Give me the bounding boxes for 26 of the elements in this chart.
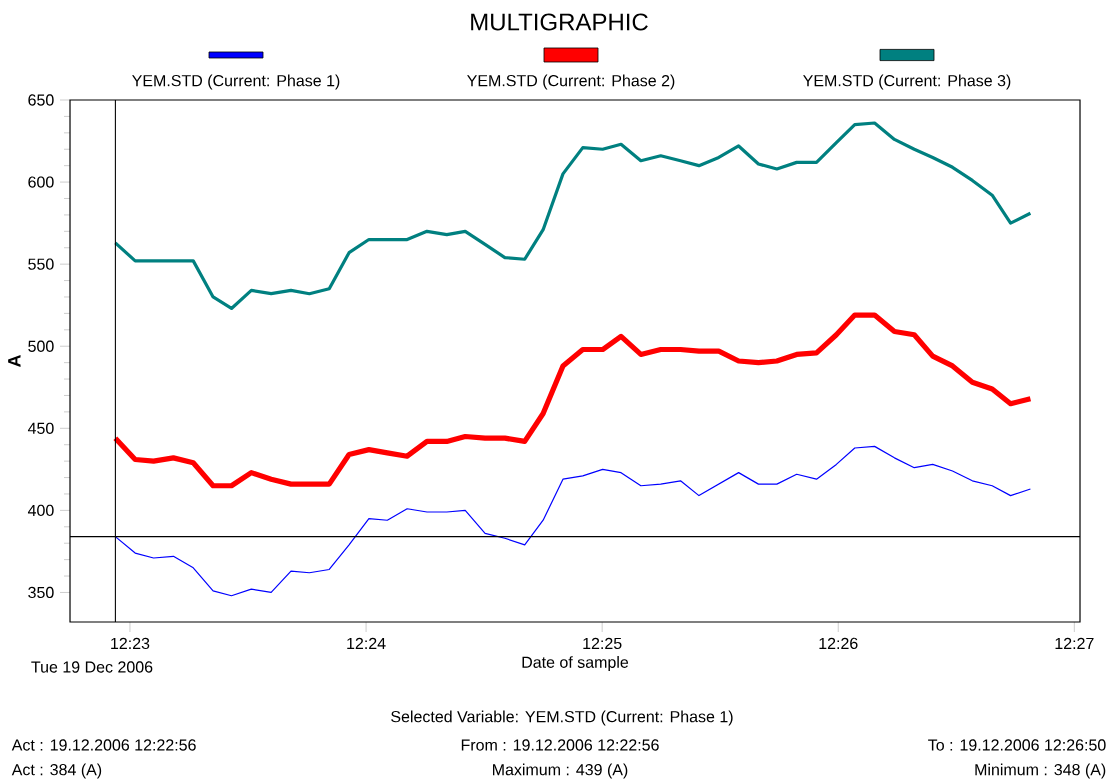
y-tick-label: 500 (28, 340, 54, 352)
legend-label: YEM.STD (Current: Phase 1) (132, 74, 340, 90)
x-tick-label: 12:26 (819, 637, 858, 650)
text: Selected Variable: YEM.STD (Current: Phase 1) (391, 710, 733, 726)
y-tick-label: 550 (28, 258, 54, 270)
text: From : 19.12.2006 12:22:56 (461, 739, 659, 751)
legend-label: YEM.STD (Current: Phase 2) (467, 74, 675, 90)
y-tick-label: 350 (28, 586, 54, 599)
text: Act : 19.12.2006 12:22:56 (11, 739, 196, 751)
y-tick-label: 650 (28, 94, 54, 106)
legend-label: YEM.STD (Current: Phase 3) (803, 74, 1011, 90)
x-tick-label: 12:24 (347, 637, 386, 649)
text: Tue 19 Dec 2006 (31, 661, 153, 673)
x-tick-label: 12:27 (1055, 637, 1094, 649)
y-tick-label: 450 (27, 422, 54, 434)
text: Minimum : 348 (A) (975, 763, 1106, 779)
chart-title: MULTIGRAPHIC (471, 13, 648, 31)
y-tick-label: 400 (27, 504, 54, 517)
y-tick-label: 600 (28, 176, 54, 188)
x-axis-title: Date of sample (522, 656, 629, 672)
x-tick-label: 12:23 (111, 637, 150, 650)
text: Act : 384 (A) (11, 763, 102, 779)
y-axis-title: A (8, 354, 21, 368)
text: Maximum : 439 (A) (493, 763, 628, 779)
text: To : 19.12.2006 12:26:50 (928, 739, 1106, 751)
x-tick-label: 12:25 (583, 637, 622, 650)
